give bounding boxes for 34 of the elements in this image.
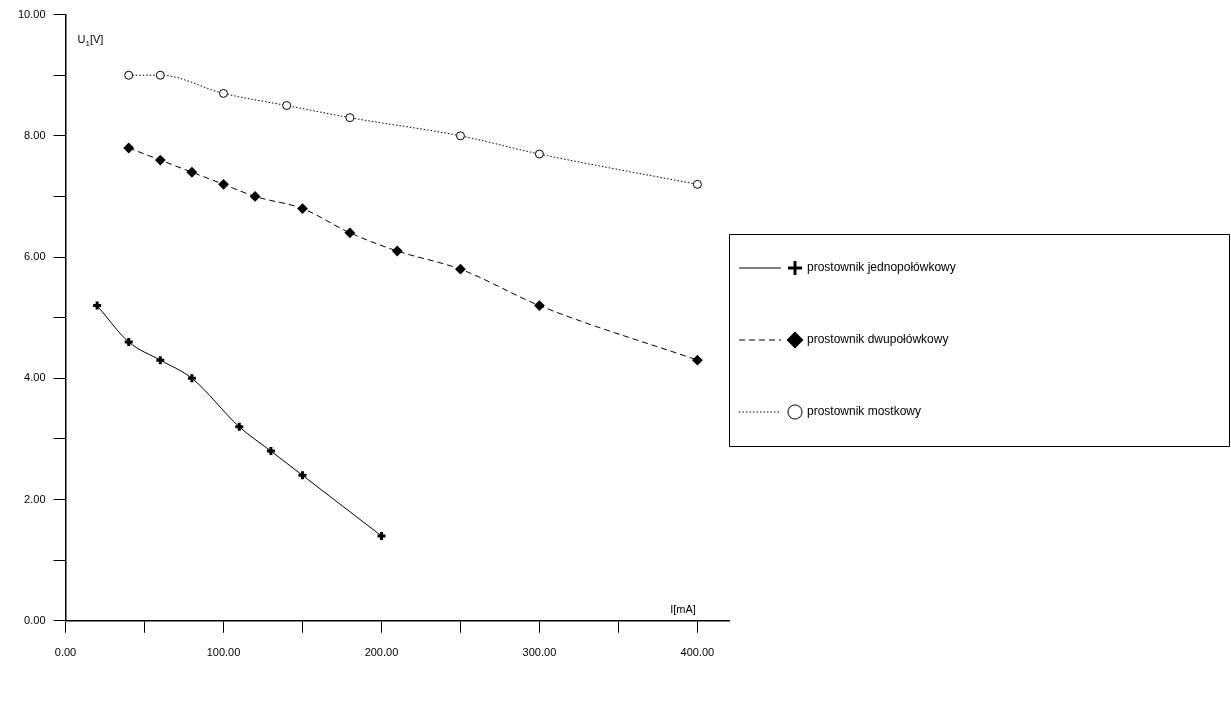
point	[692, 355, 703, 366]
y-tick-label: 2.00	[24, 492, 46, 505]
point	[455, 264, 466, 275]
point	[218, 179, 229, 190]
point	[123, 142, 134, 153]
y-tick-label: 4.00	[24, 371, 46, 384]
point	[692, 179, 702, 189]
point	[297, 203, 308, 214]
point	[155, 70, 165, 80]
point	[186, 167, 197, 178]
y-tick-label: 10.00	[18, 7, 46, 20]
x-tick-label: 200.00	[364, 646, 399, 659]
y-tick-label: 6.00	[24, 250, 46, 263]
x-tick-label: 0.00	[54, 646, 77, 659]
point	[534, 149, 544, 159]
legend-label: prostownik dwupołówkowy	[807, 332, 949, 347]
y-tick-label: 0.00	[24, 613, 46, 626]
legend-label: prostownik mostkowy	[807, 404, 922, 419]
point	[250, 191, 261, 202]
x-tick-label: 100.00	[206, 646, 241, 659]
point	[124, 70, 134, 80]
point	[345, 113, 355, 123]
x-axis-title: I[mA]	[670, 602, 696, 615]
point	[392, 246, 403, 257]
point	[155, 155, 166, 166]
point	[344, 227, 355, 238]
point	[455, 131, 465, 141]
point	[219, 88, 228, 98]
legend-label: prostownik jednopołówkowy	[807, 260, 956, 275]
point	[282, 101, 292, 111]
y-tick-label: 8.00	[24, 128, 46, 141]
point	[534, 300, 545, 311]
x-tick-label: 400.00	[680, 646, 715, 659]
x-tick-label: 300.00	[522, 646, 557, 659]
